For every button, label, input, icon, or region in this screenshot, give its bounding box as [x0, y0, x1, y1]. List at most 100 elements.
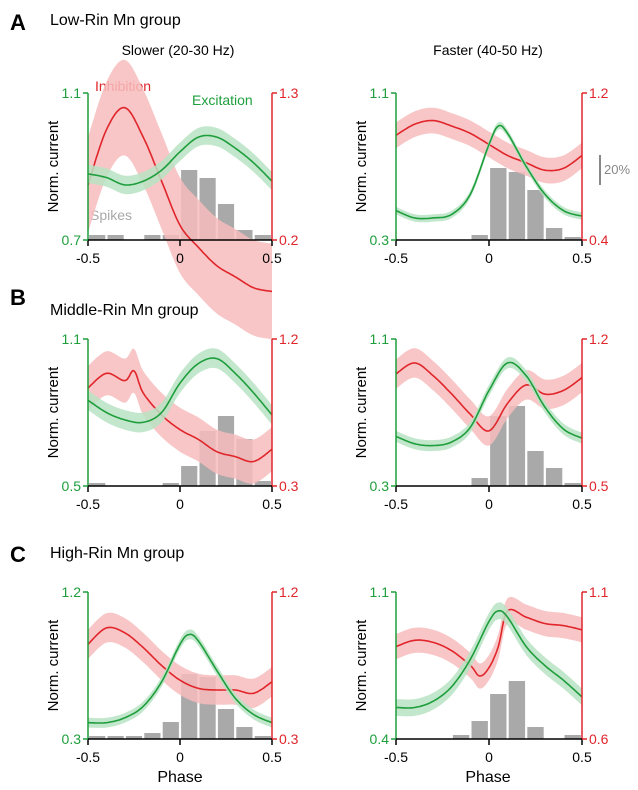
spike-bar: [564, 483, 581, 486]
row-title-c: High-Rin Mn group: [50, 545, 184, 562]
panels: -0.5 0 0.5 0.7 1.1 0.2 1.3 Norm. current -0.5 0 0.…: [45, 59, 609, 765]
right-y-tick-label: 0.3: [279, 478, 299, 494]
inhibition-band: [88, 59, 272, 340]
legend-excitation: Excitation: [192, 92, 253, 108]
panel-1-1: -0.5 0 0.5 0.3 1.1 0.5 1.2 Norm. current: [353, 331, 609, 512]
x-tick-label: 0.5: [572, 250, 592, 266]
right-y-tick-label: 1.2: [279, 331, 299, 347]
spike-bar: [254, 235, 271, 240]
left-y-tick-label: 0.3: [62, 731, 82, 747]
spike-bar: [452, 735, 470, 739]
left-y-tick-label: 0.7: [62, 232, 82, 248]
spike-bar: [490, 168, 507, 240]
x-tick-label: 0.5: [262, 749, 282, 765]
excitation-band: [88, 629, 272, 728]
inhibition-band: [88, 348, 272, 484]
left-y-tick-label: 1.1: [370, 331, 390, 347]
spike-bar: [162, 722, 179, 739]
left-y-tick-label: 1.1: [370, 85, 390, 101]
x-tick-label: 0.5: [262, 250, 282, 266]
left-y-tick-label: 0.5: [62, 478, 82, 494]
excitation-line: [87, 134, 273, 186]
legend-spikes: Spikes: [90, 207, 132, 223]
excitation-band: [396, 357, 582, 452]
inhibition-line: [87, 626, 273, 695]
right-y-tick-label: 0.3: [279, 731, 299, 747]
spike-bar: [508, 681, 526, 739]
scale-bar-label: 20%: [604, 162, 630, 177]
x-tick-label: 0: [485, 496, 493, 512]
x-tick-label: -0.5: [76, 496, 100, 512]
spike-bar: [508, 172, 526, 240]
spike-bar: [89, 483, 106, 486]
row-letter-b: B: [10, 285, 26, 310]
y-axis-title: Norm. current: [353, 366, 370, 459]
column-title-faster: Faster (40-50 Hz): [433, 42, 543, 58]
panel-2-0: -0.5 0 0.5 0.3 1.2 0.3 1.2 Norm. current: [45, 584, 299, 765]
panel-1-0: -0.5 0 0.5 0.5 1.1 0.3 1.2 Norm. current: [45, 331, 299, 512]
x-tick-label: -0.5: [384, 749, 408, 765]
excitation-band: [88, 348, 272, 433]
spike-bar: [89, 736, 106, 739]
left-y-tick-label: 1.1: [62, 331, 82, 347]
spike-bar: [107, 235, 124, 240]
spike-bar: [471, 721, 488, 739]
spike-bar: [144, 733, 161, 739]
inhibition-line: [87, 106, 273, 293]
right-y-tick-label: 1.2: [279, 584, 299, 600]
left-y-tick-label: 1.1: [370, 584, 390, 600]
inhibition-line: [395, 608, 583, 677]
x-tick-label: 0: [176, 496, 184, 512]
column-title-slower: Slower (20-30 Hz): [122, 42, 235, 58]
y-axis-title: Norm. current: [45, 366, 62, 459]
spike-bar: [527, 190, 544, 240]
x-tick-label: -0.5: [76, 250, 100, 266]
right-y-tick-label: 1.2: [589, 331, 609, 347]
spike-bar: [545, 228, 563, 240]
right-y-tick-label: 1.1: [589, 584, 609, 600]
row-letter-a: A: [10, 10, 26, 35]
right-y-tick-label: 1.3: [279, 85, 299, 101]
x-axis-title-left: Phase: [157, 769, 202, 786]
spike-bar: [217, 709, 235, 739]
spike-bar: [564, 735, 581, 739]
inhibition-band: [88, 612, 272, 709]
spike-bar: [490, 694, 507, 739]
inhibition-line: [87, 369, 273, 463]
spike-bar: [107, 736, 124, 739]
spike-bar: [236, 727, 253, 739]
excitation-line: [88, 633, 273, 724]
x-tick-label: -0.5: [384, 250, 408, 266]
excitation-line: [395, 361, 583, 447]
excitation-line: [395, 124, 583, 220]
row-letter-c: C: [10, 542, 26, 567]
spike-bar: [162, 483, 179, 486]
row-title-b: Middle-Rin Mn group: [50, 302, 199, 319]
excitation-band: [396, 602, 582, 717]
spike-bar: [545, 468, 563, 486]
spike-bar: [254, 481, 271, 486]
x-tick-label: 0.5: [262, 496, 282, 512]
x-tick-label: 0.5: [572, 749, 592, 765]
panel-0-1: -0.5 0 0.5 0.3 1.1 0.4 1.2 Norm. current: [353, 85, 609, 266]
left-y-tick-label: 0.4: [370, 731, 390, 747]
x-tick-label: 0.5: [572, 496, 592, 512]
y-axis-title: Norm. current: [45, 619, 62, 712]
spike-bar: [471, 478, 488, 486]
left-y-tick-label: 0.3: [370, 478, 390, 494]
right-y-tick-label: 0.2: [279, 232, 299, 248]
right-y-tick-label: 0.5: [589, 478, 609, 494]
right-y-tick-label: 0.6: [589, 731, 609, 747]
spike-bar: [254, 736, 271, 739]
x-tick-label: 0: [176, 250, 184, 266]
left-y-tick-label: 0.3: [370, 232, 390, 248]
spike-bar: [144, 235, 161, 240]
row-title-a: Low-Rin Mn group: [50, 12, 181, 29]
panel-2-1: -0.5 0 0.5 0.4 1.1 0.6 1.1 Norm. current: [353, 584, 609, 765]
y-axis-title: Norm. current: [45, 120, 62, 213]
y-axis-title: Norm. current: [353, 120, 370, 213]
spike-bar: [527, 727, 544, 739]
x-tick-label: 0: [485, 250, 493, 266]
excitation-line: [87, 357, 273, 424]
